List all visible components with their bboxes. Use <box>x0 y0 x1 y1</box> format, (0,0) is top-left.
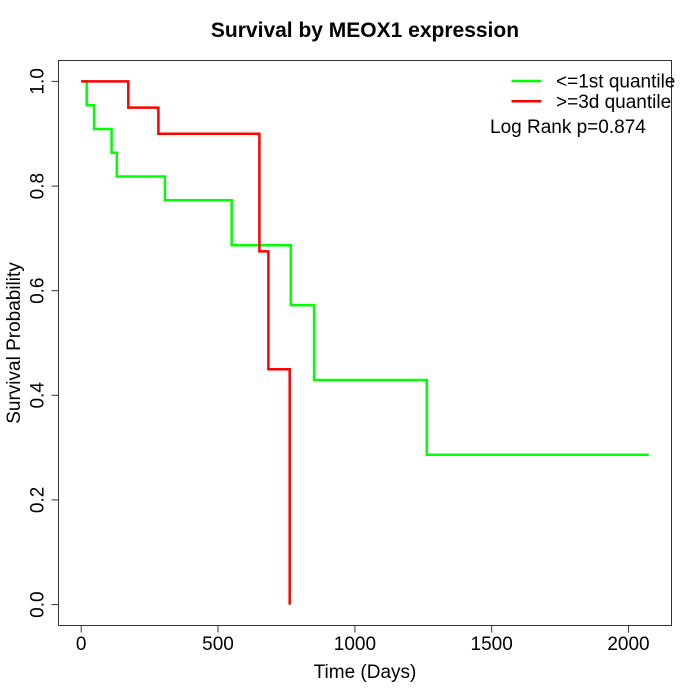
plot-border <box>58 60 672 626</box>
x-tick-label: 500 <box>202 634 234 655</box>
log-rank-label: Log Rank p=0.874 <box>490 117 646 138</box>
legend-label-0: <=1st quantile <box>556 72 675 93</box>
x-tick-label: 1500 <box>471 634 513 655</box>
chart-title: Survival by MEOX1 expression <box>211 19 519 42</box>
survival-curves <box>81 80 649 605</box>
y-axis-title: Survival Probability <box>4 262 25 424</box>
x-tick-label: 0 <box>76 634 87 655</box>
y-tick-label: 0.4 <box>28 382 49 409</box>
survival-curve-0 <box>81 80 649 457</box>
y-tick-label: 1.0 <box>28 68 49 94</box>
legend: Log Rank p=0.874 <=1st quantile>=3d quan… <box>490 72 675 139</box>
y-tick-label: 0.6 <box>28 277 49 303</box>
x-tick-label: 2000 <box>607 634 649 655</box>
legend-label-1: >=3d quantile <box>556 92 671 113</box>
x-axis-title: Time (Days) <box>314 662 417 683</box>
y-axis: 0.0 0.2 0.4 0.6 0.8 1.0 <box>28 68 59 618</box>
survival-curve-1 <box>81 80 291 605</box>
y-tick-label: 0.0 <box>28 591 49 617</box>
y-tick-label: 0.8 <box>28 173 49 199</box>
y-tick-label: 0.2 <box>28 487 49 513</box>
x-tick-label: 1000 <box>334 634 376 655</box>
x-axis: 0 500 1000 1500 2000 <box>76 625 650 655</box>
